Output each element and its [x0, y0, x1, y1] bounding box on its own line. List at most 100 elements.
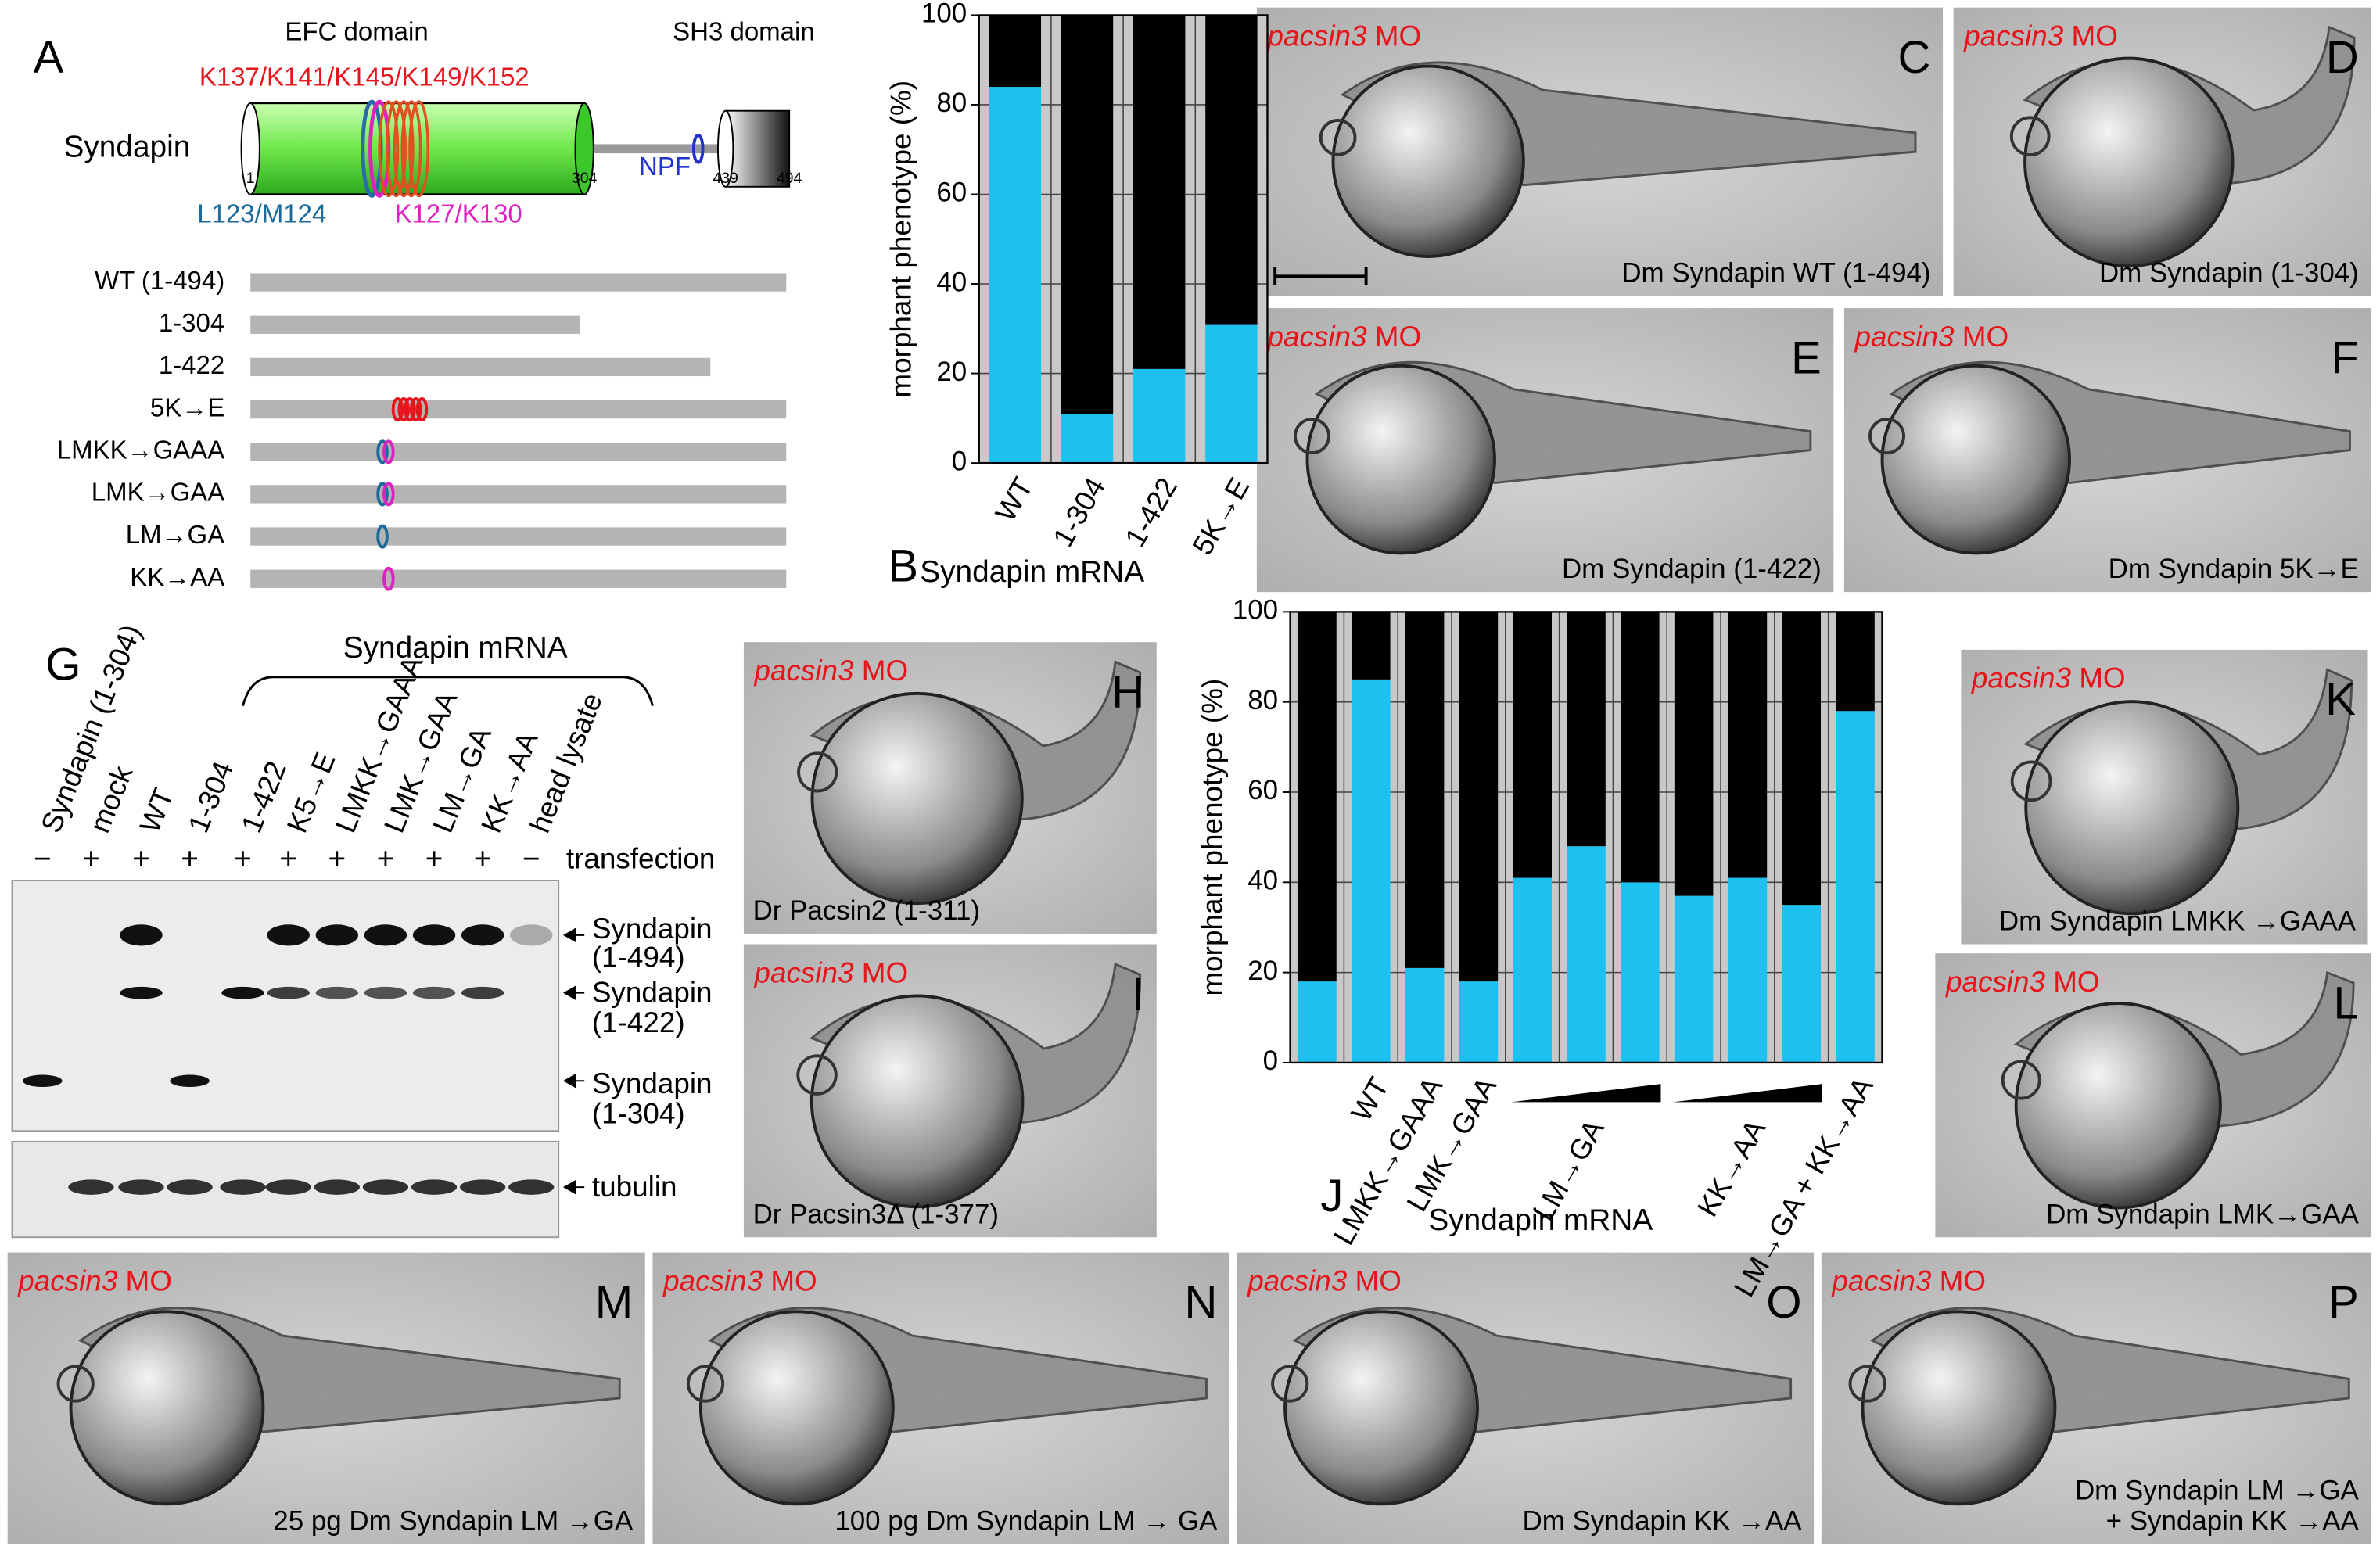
sh3-cap	[716, 109, 734, 188]
morpholino-label: pacsin3 MO	[1971, 662, 2126, 694]
band-label: (1-494)	[592, 941, 685, 974]
lm-ring	[361, 99, 383, 198]
morpholino-suffix: MO	[2079, 662, 2125, 694]
bar-segment	[1674, 612, 1714, 896]
morpholino-label: pacsin3 MO	[1945, 966, 2100, 998]
y-tick-label: 80	[936, 88, 967, 118]
bar-segment	[1728, 612, 1768, 878]
construct-label: 1-422	[159, 350, 224, 379]
mutation-ring	[409, 397, 422, 422]
arrow	[562, 985, 585, 1001]
band	[461, 924, 504, 946]
embryo-eye	[1271, 1365, 1309, 1403]
embryo-yolk	[2014, 1002, 2222, 1210]
panel-label: B	[888, 540, 918, 591]
embryo-eye	[1868, 418, 1906, 455]
transfection-sign: +	[279, 842, 297, 876]
morpholino-gene: pacsin3	[662, 1264, 763, 1297]
mutation-ring	[391, 397, 404, 422]
transfection-sign: +	[425, 842, 443, 876]
bar-segment	[1728, 877, 1768, 1063]
panel-label: N	[1184, 1277, 1217, 1328]
transfection-sign: +	[181, 842, 199, 876]
panel-label: J	[1320, 1171, 1343, 1221]
band	[167, 1179, 213, 1195]
photo-caption: Dm Syndapin 5K→E	[2109, 554, 2359, 584]
morpholino-suffix: MO	[1962, 321, 2008, 353]
bar-segment	[1061, 15, 1114, 414]
dose-wedge	[1511, 1084, 1661, 1103]
embryo-yolk	[809, 994, 1025, 1209]
plot-frame	[978, 14, 1269, 464]
morpholino-suffix: MO	[1375, 20, 1421, 52]
bar-segment	[1621, 882, 1660, 1063]
embryo-eye	[2001, 1060, 2041, 1100]
linker	[593, 144, 724, 154]
mutation-ring	[376, 439, 389, 464]
morpholino-label: pacsin3 MO	[1831, 1264, 1986, 1297]
construct-bar	[250, 273, 787, 292]
embryo-eye	[56, 1365, 95, 1403]
bar-segment	[1205, 324, 1258, 464]
y-tick-label: 80	[1247, 685, 1278, 716]
y-tick-label: 100	[1233, 595, 1278, 626]
band	[120, 986, 163, 999]
morpholino-gene: pacsin3	[754, 655, 855, 687]
bar-segment	[1133, 368, 1186, 464]
bracket	[242, 676, 654, 707]
y-tick-label: 20	[1247, 956, 1278, 986]
y-tick-label: 40	[936, 267, 967, 297]
morpholino-gene: pacsin3	[1831, 1264, 1932, 1297]
y-tick-label: 40	[1247, 866, 1278, 896]
band	[23, 1074, 63, 1088]
y-tick-label: 60	[936, 178, 967, 208]
transfection-sign: −	[34, 842, 52, 876]
band	[170, 1074, 210, 1088]
panel-label: D	[2326, 32, 2359, 83]
photo-caption: Dr Pacsin3Δ (1-377)	[753, 1199, 999, 1229]
morpholino-label: pacsin3 MO	[754, 655, 909, 687]
morpholino-gene: pacsin3	[1247, 1264, 1348, 1297]
plot-frame	[1289, 611, 1883, 1064]
photo-caption: 25 pg Dm Syndapin LM →GA	[273, 1505, 634, 1536]
scale-bar	[1273, 267, 1368, 285]
morpholino-gene: pacsin3	[17, 1264, 118, 1297]
y-axis-label: morphant phenotype (%)	[885, 81, 917, 398]
construct-bar	[250, 443, 787, 461]
transfection-sign: −	[522, 842, 540, 876]
sh3-cylinder	[724, 109, 791, 188]
panel-label: H	[1111, 667, 1144, 718]
band	[267, 924, 310, 946]
band	[68, 1179, 114, 1195]
position: 439	[713, 170, 738, 187]
panel-label: E	[1791, 332, 1822, 383]
morpholino-gene: pacsin3	[1971, 662, 2072, 694]
band	[267, 986, 310, 999]
morpholino-gene: pacsin3	[1266, 321, 1367, 353]
mutation-ring	[397, 397, 410, 422]
sh3-label: SH3 domain	[673, 16, 814, 45]
band	[221, 986, 264, 999]
morpholino-label: pacsin3 MO	[1266, 20, 1421, 52]
transfection-label: transfection	[566, 842, 716, 874]
morpholino-label: pacsin3 MO	[1854, 321, 2009, 353]
photo-caption: + Syndapin KK →AA	[2106, 1505, 2360, 1536]
morpholino-suffix: MO	[862, 956, 908, 988]
lane-label: 1-304	[182, 757, 239, 837]
construct-label: WT (1-494)	[95, 266, 224, 295]
photo-caption: Dm Syndapin (1-422)	[1562, 554, 1822, 584]
bar-segment	[1352, 612, 1391, 680]
band	[510, 924, 553, 946]
photo-caption: Dr Pacsin2 (1-311)	[753, 895, 980, 926]
band	[461, 986, 504, 999]
mutation-ring	[376, 524, 389, 549]
band	[412, 924, 456, 946]
morpholino-suffix: MO	[1355, 1264, 1402, 1297]
band-label: Syndapin	[592, 1067, 713, 1099]
panel-label: I	[1132, 969, 1144, 1020]
band	[314, 1179, 360, 1195]
band	[220, 1179, 266, 1195]
construct-bar	[250, 569, 787, 588]
panel-label: P	[2328, 1277, 2359, 1328]
